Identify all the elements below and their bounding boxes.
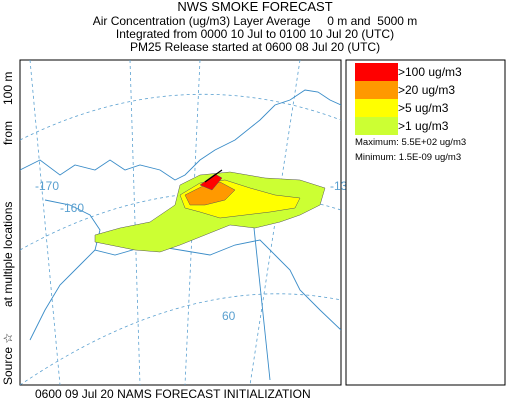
legend-label: >100 ug/m3 bbox=[398, 65, 462, 79]
lon-label: -160 bbox=[60, 201, 84, 215]
minimum-label: Minimum: 1.5E-09 ug/m3 bbox=[355, 152, 461, 163]
legend-label: >20 ug/m3 bbox=[398, 83, 455, 97]
title: NWS SMOKE FORECAST bbox=[177, 0, 332, 14]
subtitle: PM25 Release started at 0600 08 Jul 20 (… bbox=[130, 40, 380, 54]
legend: >100 ug/m3 >20 ug/m3 >5 ug/m3 >1 ug/m3 Maxi… bbox=[345, 59, 506, 386]
coastline bbox=[29, 249, 96, 341]
maximum-label: Maximum: 5.5E+02 ug/m3 bbox=[355, 137, 466, 148]
grid-line bbox=[20, 293, 341, 385]
legend-swatch bbox=[355, 99, 398, 117]
height-label: 100 m bbox=[1, 72, 15, 105]
lat-label: 60 bbox=[222, 309, 236, 323]
smoke-100-ug bbox=[199, 173, 223, 191]
grid-line bbox=[29, 60, 61, 385]
map: -170 -160 -130 60 bbox=[19, 59, 354, 386]
legend-label: >5 ug/m3 bbox=[398, 101, 449, 115]
lon-label: -170 bbox=[35, 179, 59, 193]
legend-swatch bbox=[355, 81, 398, 99]
locations-label: at multiple locations bbox=[1, 202, 15, 307]
legend-swatch bbox=[355, 117, 398, 135]
footer: 0600 09 Jul 20 NAMS FORECAST INITIALIZAT… bbox=[35, 387, 311, 401]
coastline bbox=[44, 199, 341, 331]
legend-label: >1 ug/m3 bbox=[398, 119, 449, 133]
side-label: Source ☆ at multiple locations from 100 … bbox=[1, 72, 15, 385]
source-markers bbox=[204, 169, 223, 183]
from-label: from bbox=[1, 121, 15, 145]
source-label: Source ☆ bbox=[1, 333, 15, 385]
subtitle: Air Concentration (ug/m3) Layer Average … bbox=[93, 14, 418, 28]
subtitle: Integrated from 0000 10 Jul to 0100 10 J… bbox=[116, 27, 394, 41]
legend-swatch bbox=[355, 63, 398, 81]
coastline bbox=[20, 89, 341, 181]
grid-line bbox=[129, 60, 141, 385]
